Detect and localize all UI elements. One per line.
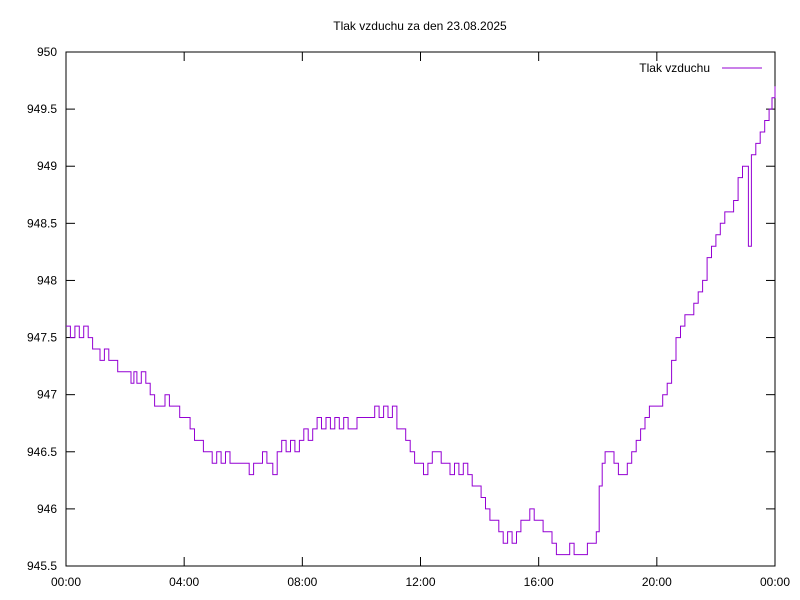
chart-title: Tlak vzduchu za den 23.08.2025 — [333, 19, 507, 33]
x-tick-label: 00:00 — [51, 575, 81, 589]
x-axis-ticks: 00:00 04:00 08:00 12:00 16:00 20:00 00:00 — [51, 52, 790, 589]
x-tick-label: 08:00 — [287, 575, 317, 589]
y-tick-label: 948 — [37, 273, 57, 287]
x-tick-label: 04:00 — [169, 575, 199, 589]
x-tick-label: 12:00 — [405, 575, 435, 589]
x-tick-label: 20:00 — [642, 575, 672, 589]
y-tick-label: 946.5 — [27, 445, 57, 459]
x-tick-label: 16:00 — [524, 575, 554, 589]
y-tick-label: 949 — [37, 159, 57, 173]
y-tick-label: 947 — [37, 388, 57, 402]
data-series-group — [66, 86, 776, 556]
y-tick-label: 945.5 — [27, 559, 57, 573]
series-line-tlak-vzduchu — [66, 86, 776, 556]
y-tick-label: 948.5 — [27, 216, 57, 230]
legend: Tlak vzduchu — [639, 61, 762, 75]
y-tick-label: 949.5 — [27, 102, 57, 116]
y-tick-label: 947.5 — [27, 331, 57, 345]
legend-label: Tlak vzduchu — [639, 61, 710, 75]
plot-frame — [65, 51, 776, 567]
y-tick-label: 950 — [37, 45, 57, 59]
x-tick-label: 00:00 — [760, 575, 790, 589]
y-tick-label: 946 — [37, 502, 57, 516]
y-axis-ticks: 945.5 946 946.5 947 947.5 948 948.5 949 949.5 950 — [27, 45, 775, 573]
